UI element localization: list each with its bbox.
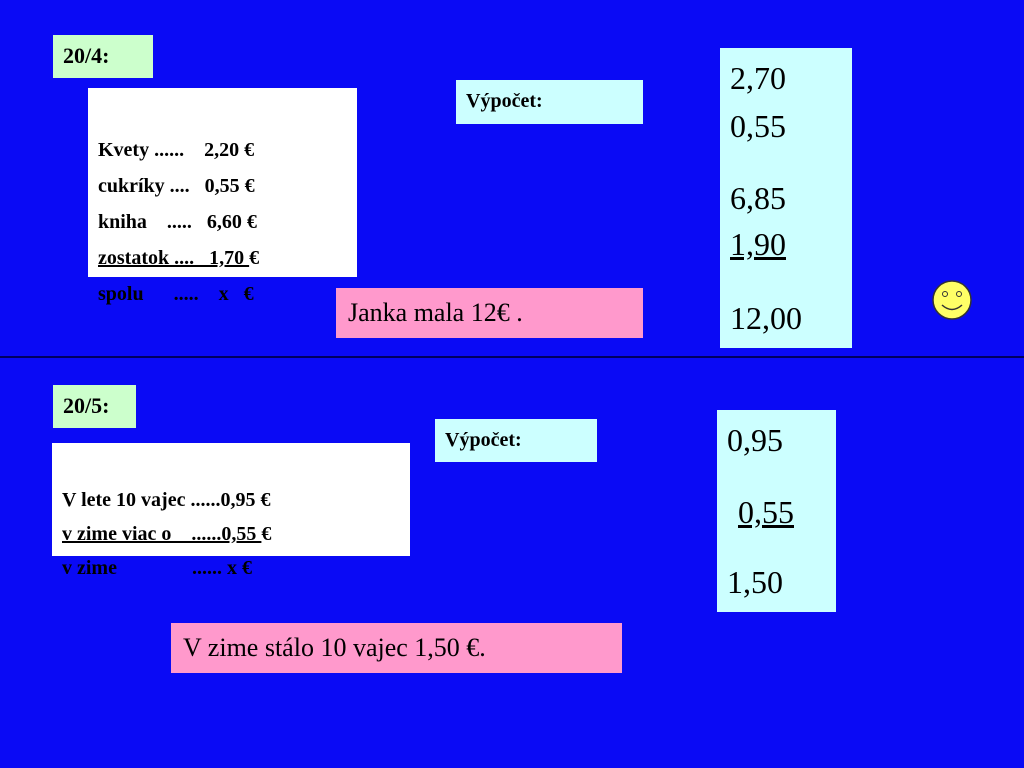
answer: V zime stálo 10 vajec 1,50 €. — [171, 623, 622, 673]
calc-label: Výpočet: — [456, 80, 643, 124]
list-line: v zime ...... x € — [62, 557, 252, 579]
calc-line: 0,55 — [730, 108, 786, 144]
list-line: V lete 10 vajec ......0,95 € — [62, 489, 271, 511]
calc-line: 2,70 — [730, 60, 786, 96]
text: € — [261, 523, 272, 545]
problem-label: 20/5: — [53, 385, 136, 428]
calc-line: 1,50 — [727, 564, 783, 600]
problem-label: 20/4: — [53, 35, 153, 78]
list-line: v zime viac o ......0,55 € — [62, 517, 400, 551]
calc-box: 0,95 0,55 1,50 — [717, 410, 836, 612]
calc-line: 0,95 — [727, 422, 783, 458]
text: € — [249, 247, 260, 269]
list-line: cukríky .... 0,55 € — [98, 175, 255, 197]
calc-line: 6,85 — [730, 180, 786, 216]
item-list: Kvety ...... 2,20 € cukríky .... 0,55 € kn… — [88, 88, 357, 305]
list-line: Kvety ...... 2,20 € — [98, 139, 255, 161]
calc-box: 2,70 0,55 6,85 1,90 12,00 — [720, 48, 852, 348]
calc-line: 0,55 — [738, 494, 794, 530]
calc-line: 1,90 — [730, 226, 786, 262]
calc-label: Výpočet: — [435, 419, 597, 462]
underlined-text: v zime viac o ......0,55 — [62, 523, 262, 545]
underlined-text: zostatok .... 1,70 — [98, 247, 250, 269]
calc-line: 12,00 — [730, 300, 802, 336]
list-line: spolu ..... x € — [98, 283, 254, 305]
list-line: zostatok .... 1,70 € — [98, 240, 347, 276]
answer: Janka mala 12€ . — [336, 288, 643, 338]
item-list: V lete 10 vajec ......0,95 € v zime viac … — [52, 443, 410, 579]
smiley — [932, 280, 972, 320]
list-line: kniha ..... 6,60 € — [98, 211, 257, 233]
